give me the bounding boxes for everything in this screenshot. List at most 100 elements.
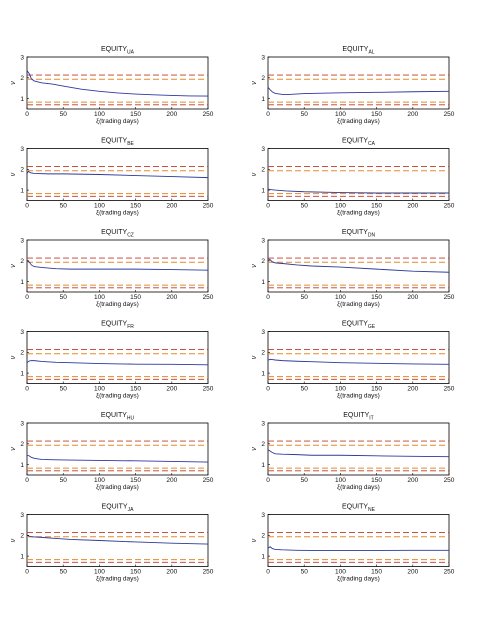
x-tick-label: 250 xyxy=(203,386,214,393)
y-tick-label: 2 xyxy=(261,167,265,174)
subplot-ne: EQUITYNE 0 50 100 150 200 250 1 2 3 ξ(trading days… xyxy=(251,504,455,583)
chart-title: EQUITYNE xyxy=(342,504,376,514)
y-axis-label: ν xyxy=(251,538,258,542)
x-axis-label: ξ(trading days) xyxy=(337,301,380,308)
y-axis-label: ν xyxy=(251,81,258,85)
x-tick-label: 100 xyxy=(335,386,346,393)
series-line xyxy=(26,70,209,97)
y-axis-label: ν xyxy=(10,264,17,268)
x-tick-label: 100 xyxy=(335,569,346,576)
y-tick-label: 3 xyxy=(261,146,265,153)
x-tick-label: 250 xyxy=(444,111,455,118)
x-tick-label: 250 xyxy=(203,203,214,210)
chart-title: EQUITYAL xyxy=(342,46,374,56)
plot-frame xyxy=(267,239,450,293)
x-tick-label: 0 xyxy=(266,111,270,118)
series-line xyxy=(26,360,209,366)
x-axis-label: ξ(trading days) xyxy=(96,301,139,308)
series-line xyxy=(267,449,450,458)
x-axis-label: ξ(trading days) xyxy=(96,118,139,125)
x-tick-label: 200 xyxy=(166,203,177,210)
x-tick-label: 250 xyxy=(444,294,455,301)
y-tick-label: 3 xyxy=(261,54,265,61)
subplot-fr: EQUITYFR 0 50 100 150 200 250 1 2 3 ξ(trading days… xyxy=(10,321,214,400)
x-tick-label: 50 xyxy=(60,111,68,118)
plot-frame xyxy=(26,56,209,110)
x-tick-label: 200 xyxy=(407,477,418,484)
x-tick-label: 100 xyxy=(94,569,105,576)
x-tick-label: 150 xyxy=(371,386,382,393)
chart-title-subscript: NE xyxy=(368,507,376,513)
x-tick-label: 100 xyxy=(94,294,105,301)
series-line xyxy=(26,170,209,179)
x-axis-label: ξ(trading days) xyxy=(96,210,139,217)
x-tick-label: 150 xyxy=(130,569,141,576)
chart-title-subscript: CA xyxy=(368,141,376,147)
chart-title-main: EQUITY xyxy=(343,412,369,419)
subplot-ua: EQUITYUA 0 50 100 150 200 250 1 2 3 ξ(trading days… xyxy=(10,46,214,125)
y-tick-label: 3 xyxy=(261,420,265,427)
y-tick-label: 2 xyxy=(20,533,24,540)
y-tick-label: 3 xyxy=(261,237,265,244)
subplot-it: EQUITYIT 0 50 100 150 200 250 1 2 3 ξ(trading days… xyxy=(251,412,455,491)
y-tick-label: 1 xyxy=(261,279,265,286)
x-tick-label: 150 xyxy=(371,294,382,301)
chart-title: EQUITYHU xyxy=(101,412,135,422)
x-tick-label: 200 xyxy=(166,111,177,118)
chart-title-subscript: JA xyxy=(128,507,135,513)
x-axis-label: ξ(trading days) xyxy=(337,393,380,400)
plot-frame xyxy=(267,514,450,567)
plot-frame xyxy=(26,239,209,293)
x-tick-label: 100 xyxy=(94,111,105,118)
chart-title: EQUITYBE xyxy=(101,138,134,148)
y-tick-label: 3 xyxy=(20,512,24,519)
series-line xyxy=(267,188,449,194)
x-tick-label: 200 xyxy=(407,203,418,210)
y-tick-label: 1 xyxy=(20,279,24,286)
x-axis-label: ξ(trading days) xyxy=(337,210,380,217)
y-axis-label: ν xyxy=(10,447,17,451)
x-tick-label: 0 xyxy=(266,569,270,576)
x-tick-label: 150 xyxy=(371,569,382,576)
subplot-dn: EQUITYDN 0 50 100 150 200 250 1 2 3 ξ(trading days… xyxy=(251,229,455,308)
y-tick-label: 1 xyxy=(261,462,265,469)
chart-title-main: EQUITY xyxy=(101,46,127,53)
y-axis-label: ν xyxy=(251,447,258,451)
chart-title: EQUITYFR xyxy=(101,321,134,331)
y-tick-label: 3 xyxy=(20,420,24,427)
x-tick-label: 250 xyxy=(444,477,455,484)
x-tick-label: 250 xyxy=(203,294,214,301)
x-tick-label: 0 xyxy=(25,386,29,393)
x-tick-label: 100 xyxy=(335,477,346,484)
y-tick-label: 1 xyxy=(261,553,265,560)
y-axis-label: ν xyxy=(251,355,258,359)
x-tick-label: 50 xyxy=(60,203,68,210)
x-tick-label: 150 xyxy=(130,111,141,118)
y-tick-label: 3 xyxy=(20,146,24,153)
x-tick-label: 0 xyxy=(25,477,29,484)
chart-title: EQUITYGE xyxy=(342,321,376,331)
y-axis-label: ν xyxy=(251,172,258,176)
chart-title-main: EQUITY xyxy=(342,504,368,511)
chart-title-subscript: FR xyxy=(127,324,134,330)
x-tick-label: 0 xyxy=(25,111,29,118)
x-tick-label: 200 xyxy=(407,386,418,393)
x-tick-label: 50 xyxy=(60,294,68,301)
y-tick-label: 2 xyxy=(20,258,24,265)
y-tick-label: 1 xyxy=(20,462,24,469)
series-line xyxy=(26,534,209,545)
x-tick-label: 50 xyxy=(301,569,309,576)
subplot-ge: EQUITYGE 0 50 100 150 200 250 1 2 3 ξ(trading days… xyxy=(251,321,455,400)
y-axis-label: ν xyxy=(10,81,17,85)
y-tick-label: 2 xyxy=(20,167,24,174)
chart-title-subscript: AL xyxy=(368,50,374,56)
chart-title-subscript: HU xyxy=(127,416,135,422)
x-tick-label: 150 xyxy=(130,386,141,393)
y-tick-label: 1 xyxy=(261,187,265,194)
y-tick-label: 1 xyxy=(20,96,24,103)
x-tick-label: 50 xyxy=(60,386,68,393)
chart-title-main: EQUITY xyxy=(342,229,368,236)
chart-title: EQUITYIT xyxy=(343,412,374,422)
x-tick-label: 0 xyxy=(25,569,29,576)
chart-title-main: EQUITY xyxy=(342,138,368,145)
